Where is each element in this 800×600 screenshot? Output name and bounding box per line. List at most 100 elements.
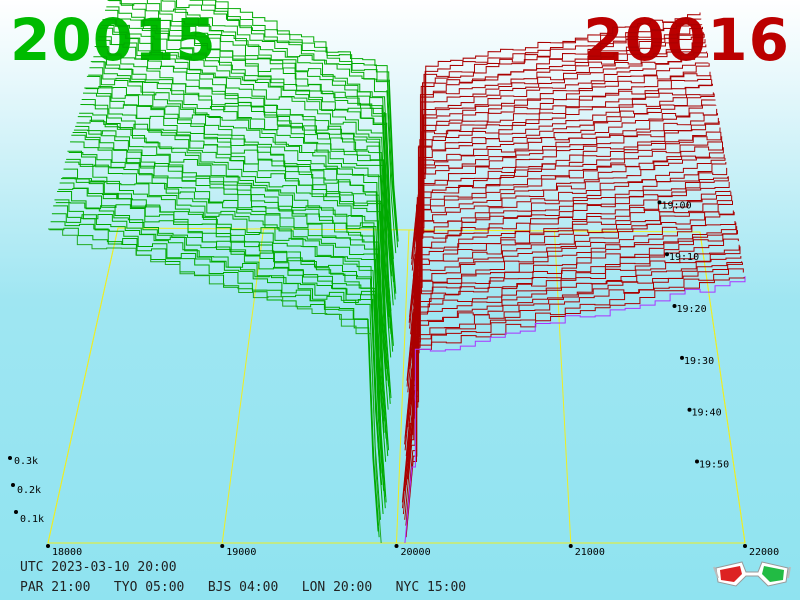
ask-depth-line bbox=[413, 53, 708, 283]
bid-depth-line bbox=[202, 0, 399, 236]
ask-depth-line bbox=[405, 226, 738, 486]
bid-depth-line bbox=[103, 19, 397, 294]
time-tick-label: 19:40 bbox=[692, 408, 722, 419]
ask-depth-line bbox=[411, 33, 705, 260]
time-tick-dot bbox=[687, 407, 692, 412]
ask-depth-line bbox=[406, 136, 723, 381]
bid-depth-line bbox=[98, 36, 390, 317]
ask-depth-line bbox=[404, 230, 738, 491]
ask-depth-line bbox=[402, 246, 741, 509]
ask-depth-line bbox=[405, 268, 744, 532]
ask-depth-line bbox=[411, 104, 717, 341]
ask-depth-line bbox=[413, 26, 703, 248]
ask-depth-line bbox=[406, 210, 734, 462]
ask-depth-line bbox=[406, 141, 723, 387]
bid-depth-line bbox=[105, 9, 396, 288]
ask-depth-line bbox=[404, 190, 731, 439]
bid-depth-line bbox=[215, 0, 397, 230]
ask-depth-line bbox=[408, 220, 736, 474]
bid-depth-line bbox=[51, 213, 380, 526]
price-tick-dot bbox=[46, 544, 50, 548]
timezones: PAR 21:00 TYO 05:00 BJS 04:00 LON 20:00 … bbox=[20, 580, 467, 595]
bid-depth-line bbox=[57, 191, 387, 503]
ask-depth-line bbox=[414, 63, 710, 294]
ask-depth-line bbox=[414, 24, 703, 242]
price-tick-label: 19000 bbox=[226, 547, 256, 558]
ask-depth-line bbox=[409, 157, 726, 404]
bid-depth-line bbox=[48, 228, 382, 544]
ask-depth-line bbox=[411, 117, 719, 358]
time-tick-dot bbox=[680, 355, 684, 360]
bid-depth-line bbox=[86, 75, 387, 370]
volume-tick-label: 0.2k bbox=[17, 485, 41, 496]
ask-depth-line bbox=[410, 79, 713, 312]
price-tick-dot bbox=[394, 544, 399, 548]
price-tick-label: 21000 bbox=[575, 547, 605, 558]
ask-depth-line bbox=[405, 181, 730, 433]
ask-depth-line bbox=[412, 113, 718, 352]
time-tick-dot bbox=[695, 459, 699, 464]
ask-depth-line bbox=[404, 195, 733, 451]
ask-depth-line bbox=[408, 176, 728, 422]
bid-depth-line bbox=[82, 92, 390, 387]
price-tick-label: 22000 bbox=[749, 547, 779, 558]
time-tick-label: 19:20 bbox=[677, 304, 707, 315]
price-tick-dot bbox=[568, 544, 573, 548]
bid-depth-line bbox=[189, 0, 399, 242]
ask-depth-line bbox=[407, 176, 729, 428]
ask-depth-line bbox=[415, 18, 702, 236]
ask-depth-line bbox=[409, 167, 728, 416]
ask-depth-line bbox=[414, 62, 709, 289]
bid-depth-line bbox=[176, 0, 399, 248]
price-tick-dot bbox=[743, 544, 747, 548]
ask-depth-line bbox=[410, 161, 727, 410]
price-gridline bbox=[554, 230, 572, 544]
volume-tick-dot bbox=[8, 456, 12, 460]
ask-depth-line bbox=[410, 121, 720, 364]
bid-depth-line bbox=[70, 141, 389, 445]
volume-tick-label: 0.1k bbox=[20, 514, 44, 525]
time-tick-dot bbox=[657, 200, 662, 205]
bid-depth-line bbox=[146, 0, 393, 265]
bid-depth-line bbox=[108, 0, 392, 271]
bid-depth-line bbox=[63, 168, 382, 474]
bid-depth-line bbox=[101, 24, 394, 306]
price-gridline bbox=[699, 231, 746, 544]
volume-tick-dot bbox=[14, 510, 18, 514]
bid-depth-line bbox=[59, 182, 385, 491]
bid-depth-line bbox=[159, 0, 397, 254]
ask-depth-line bbox=[407, 211, 735, 468]
bid-depth-line bbox=[89, 67, 392, 358]
ask-depth-line bbox=[409, 83, 713, 318]
ask-depth-line bbox=[408, 154, 725, 399]
bid-depth-line bbox=[80, 104, 392, 399]
bid-depth-line bbox=[92, 61, 394, 346]
time-tick-dot bbox=[665, 252, 669, 257]
ask-depth-line bbox=[402, 256, 742, 515]
bid-depth-line bbox=[107, 0, 393, 277]
bid-depth-line bbox=[97, 39, 389, 323]
ask-depth-line bbox=[402, 238, 739, 497]
utc-time: UTC 2023-03-10 20:00 bbox=[20, 560, 177, 575]
bid-depth-line bbox=[85, 86, 387, 375]
ask-depth-line bbox=[407, 131, 722, 375]
ask-depth-line bbox=[408, 92, 714, 323]
bid-depth-line bbox=[54, 199, 384, 515]
ask-depth-line bbox=[404, 191, 732, 445]
ask-depth-line bbox=[411, 39, 706, 265]
bid-depth-line bbox=[102, 19, 396, 300]
bid-depth-line bbox=[72, 132, 385, 433]
bid-depth-line bbox=[53, 205, 381, 520]
time-tick-label: 19:30 bbox=[684, 356, 714, 367]
price-tick-dot bbox=[220, 544, 225, 548]
bid-depth-line bbox=[64, 161, 384, 468]
price-tick-label: 18000 bbox=[52, 547, 82, 558]
3d-glasses-icon[interactable] bbox=[712, 558, 792, 592]
bid-depth-line bbox=[49, 227, 380, 538]
price-gridline bbox=[47, 227, 119, 544]
price-gridline bbox=[221, 228, 264, 544]
bid-depth-line bbox=[88, 74, 389, 364]
time-tick-label: 19:00 bbox=[662, 200, 692, 211]
bid-depth-line bbox=[94, 45, 392, 335]
